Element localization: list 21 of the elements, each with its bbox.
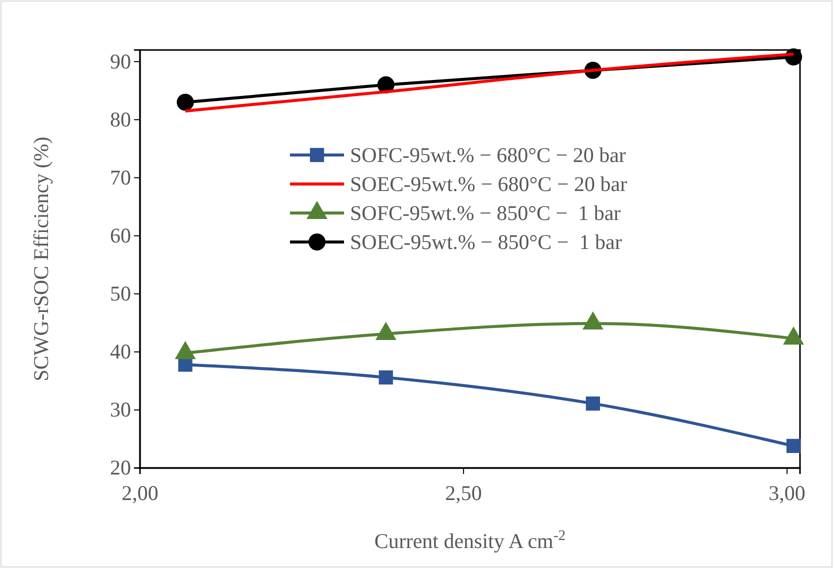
y-tick-label: 50 <box>110 282 131 306</box>
legend-label: SOEC-95wt.% − 850°C − 1 bar <box>350 230 622 254</box>
x-tick-label: 2,50 <box>445 481 482 506</box>
legend-label: SOFC-95wt.% − 850°C − 1 bar <box>350 201 621 225</box>
y-tick-label: 80 <box>110 107 131 132</box>
x-axis-title: Current density A cm$^{-2}$ <box>374 528 566 553</box>
y-tick-label: 30 <box>110 398 131 422</box>
point <box>176 94 194 111</box>
legend-label: SOEC-95wt.% − 680°C − 20 bar <box>350 172 628 196</box>
y-tick-label: 40 <box>110 340 131 364</box>
y-tick-label: 70 <box>110 165 131 190</box>
point <box>586 396 600 411</box>
y-axis-title: SCWG-rSOC Efficiency (%) <box>29 136 53 382</box>
point <box>378 370 393 385</box>
legend-label: SOFC-95wt.% − 680°C − 20 bar <box>350 143 626 167</box>
y-tick-label: 60 <box>110 224 131 248</box>
point <box>786 438 801 454</box>
y-tick-label: 90 <box>110 49 131 74</box>
x-tick-label: 2,00 <box>122 481 158 506</box>
x-tick-label: 3,00 <box>768 481 806 506</box>
y-tick-label: 20 <box>110 456 131 480</box>
